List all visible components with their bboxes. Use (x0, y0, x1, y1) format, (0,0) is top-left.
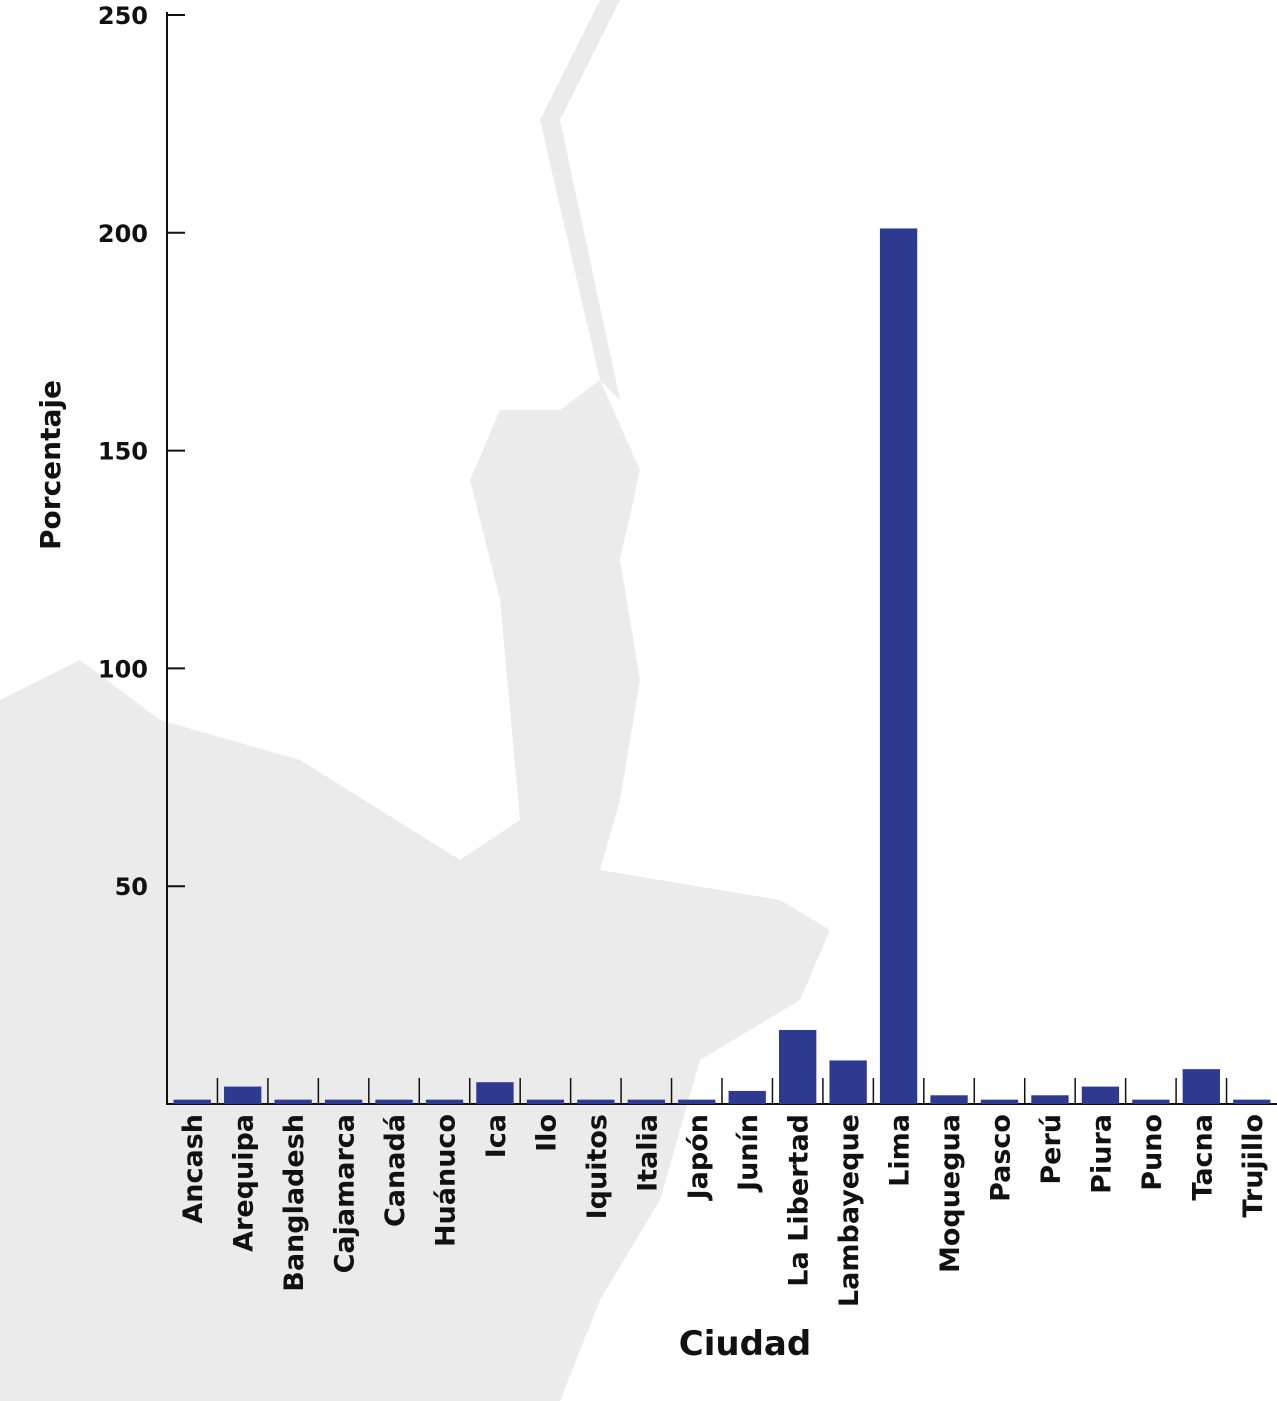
bar (274, 1099, 312, 1104)
bar (224, 1086, 262, 1104)
bar (577, 1099, 615, 1104)
x-tick-label: Pasco (986, 1114, 1017, 1202)
x-tick-label: Puno (1137, 1114, 1168, 1191)
x-tick-label: Tacna (1187, 1114, 1218, 1201)
x-tick-label: Cajamarca (330, 1114, 361, 1273)
bar (526, 1099, 565, 1104)
x-tick-label: Arequipa (229, 1114, 260, 1252)
bar (779, 1029, 817, 1104)
x-tick-label: Trujillo (1238, 1114, 1269, 1218)
y-tick-label: 200 (98, 220, 148, 248)
x-tick-label: Ilo (531, 1114, 562, 1152)
bar (980, 1099, 1019, 1104)
x-tick-label: Perú (1036, 1114, 1067, 1185)
bar (324, 1099, 363, 1104)
x-axis-label: Ciudad (679, 1324, 811, 1364)
x-tick-label: Bangladesh (279, 1114, 310, 1292)
x-tick-label: Huánuco (431, 1114, 462, 1247)
bar (173, 1099, 211, 1104)
y-axis-label: Porcentaje (34, 380, 67, 550)
y-tick-label: 250 (98, 2, 148, 30)
bar (1233, 1099, 1271, 1104)
x-tick-label: Lima (885, 1114, 916, 1187)
x-tick-label: Lambayeque (834, 1114, 865, 1307)
y-tick-label: 150 (98, 438, 148, 466)
bar (476, 1082, 514, 1104)
x-tick-label: Ica (481, 1114, 512, 1158)
x-tick-label: Italia (632, 1114, 663, 1192)
bar (375, 1099, 413, 1104)
x-tick-label: Japón (683, 1114, 714, 1201)
x-tick-label: Moquegua (935, 1114, 966, 1273)
bar (1081, 1086, 1120, 1104)
bar (425, 1099, 464, 1104)
y-tick-label: 50 (115, 873, 148, 901)
x-tick-label: La Libertad (784, 1114, 815, 1287)
bar (879, 228, 918, 1105)
bar (1132, 1099, 1170, 1104)
bar (829, 1060, 867, 1104)
bar (728, 1090, 766, 1104)
bar (930, 1095, 968, 1104)
bar (1031, 1095, 1069, 1104)
y-tick-label: 100 (98, 655, 148, 683)
x-tick-label: Canadá (380, 1114, 411, 1227)
x-tick-label: Ancash (178, 1114, 209, 1224)
background-watermark (0, 0, 830, 1401)
x-tick-label: Piura (1086, 1114, 1117, 1194)
x-tick-label: Iquitos (582, 1114, 613, 1219)
bar (627, 1099, 665, 1104)
bar (1182, 1069, 1220, 1104)
x-tick-label: Junín (733, 1114, 764, 1193)
bar (678, 1099, 716, 1104)
